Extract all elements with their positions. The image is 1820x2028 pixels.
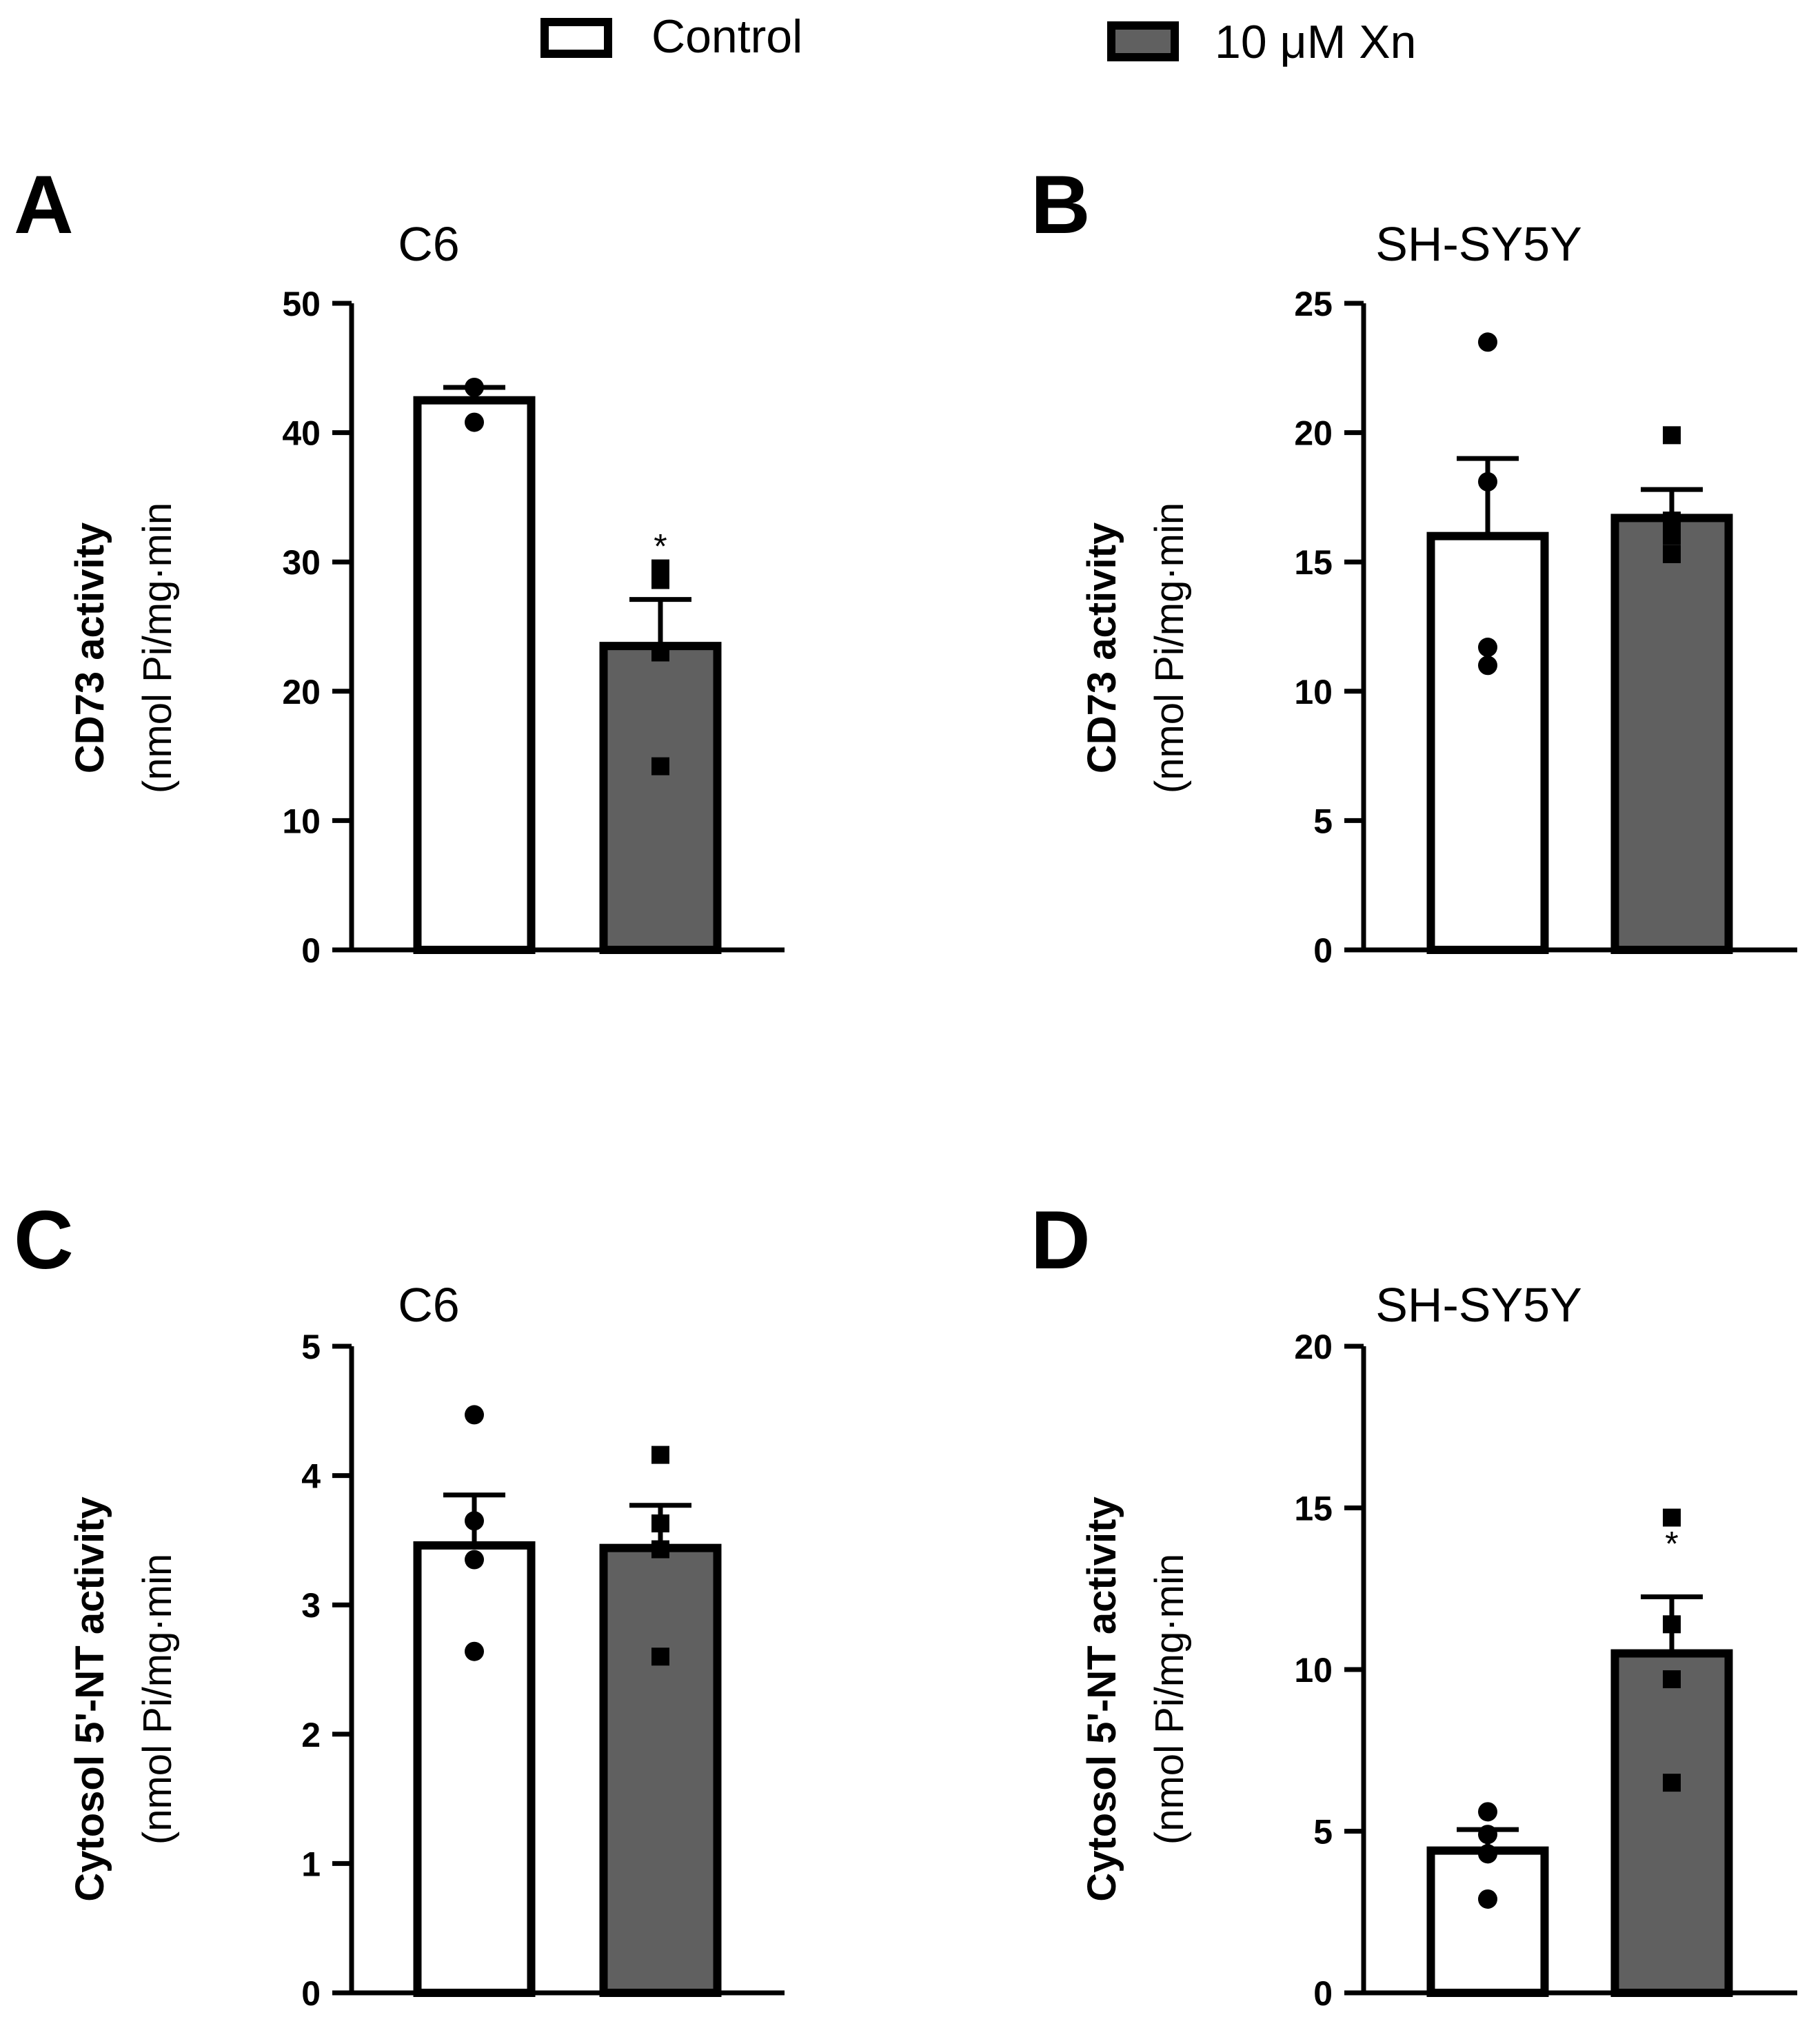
y-tick-label: 10 (282, 802, 321, 840)
bar-xn (1610, 1649, 1733, 1998)
data-point-circle (1478, 638, 1497, 658)
y-tick-label: 5 (301, 1328, 321, 1366)
panel-a: A C6 CD73 activity (nmol Pi/mg·min * 0 10 2… (14, 159, 785, 970)
data-point-circle (465, 1405, 484, 1425)
y-tick-label: 0 (301, 1974, 321, 2013)
data-point-circle (1478, 332, 1497, 352)
plot-area: 0 1 2 3 4 5 (301, 1328, 785, 2013)
plot-area: 0 5 10 15 20 25 (1294, 285, 1797, 970)
y-tick-label: 5 (1313, 1813, 1333, 1852)
y-tick-label: 4 (301, 1457, 321, 1496)
chart-title: SH-SY5Y (1375, 217, 1582, 271)
y-tick-label: 50 (282, 285, 321, 323)
legend-label-control: Control (651, 10, 802, 63)
data-point-circle (1478, 656, 1497, 676)
y-tick-label: 5 (1313, 802, 1333, 840)
panel-letter: B (1031, 159, 1091, 251)
chart-title: C6 (398, 217, 459, 271)
y-tick-label: 15 (1294, 1490, 1333, 1528)
panel-letter: A (14, 159, 74, 251)
chart-title: SH-SY5Y (1375, 1278, 1582, 1332)
y-axis-sublabel: (nmol Pi/mg·min (1147, 1554, 1192, 1845)
y-tick-label: 25 (1294, 285, 1333, 323)
data-point-square (651, 1514, 669, 1533)
data-point-square (651, 1647, 669, 1666)
y-tick-label: 30 (282, 543, 321, 582)
panel-letter: C (14, 1194, 74, 1286)
legend-swatch-control (540, 18, 612, 58)
data-point-square (1663, 511, 1681, 530)
y-tick-label: 3 (301, 1586, 321, 1625)
panel-d: D SH-SY5Y Cytosol 5'-NT activity (nmol P… (1031, 1194, 1797, 2013)
plot-area: * 0 10 20 30 40 50 (282, 285, 785, 970)
y-tick-label: 0 (1313, 931, 1333, 970)
y-axis-sublabel: (nmol Pi/mg·min (135, 1554, 180, 1845)
legend-label-xn: 10 μM Xn (1215, 16, 1416, 68)
bar-control (413, 396, 536, 954)
data-point-square (1663, 1615, 1681, 1634)
chart-title: C6 (398, 1278, 459, 1332)
y-axis-label: CD73 activity (1080, 523, 1124, 773)
data-point-square (651, 757, 669, 775)
y-tick-label: 20 (1294, 414, 1333, 453)
legend: Control 10 μM Xn (540, 10, 1416, 68)
y-axis-label: Cytosol 5'-NT activity (68, 1497, 112, 1901)
bar-xn (599, 642, 722, 954)
panel-letter: D (1031, 1194, 1091, 1286)
y-axis-sublabel: (nmol Pi/mg·min (1147, 503, 1192, 793)
y-tick-label: 10 (1294, 673, 1333, 711)
data-point-square (651, 1446, 669, 1464)
plot-area: * 0 5 10 15 20 (1294, 1328, 1797, 2013)
legend-swatch-xn (1107, 21, 1179, 61)
data-point-square (1663, 1508, 1681, 1527)
panel-b: B SH-SY5Y CD73 activity (nmol Pi/mg·min … (1031, 159, 1797, 970)
data-point-square (651, 643, 669, 662)
y-axis-sublabel: (nmol Pi/mg·min (135, 503, 180, 793)
significance-marker: * (1665, 1524, 1678, 1563)
data-point-square (1663, 545, 1681, 563)
data-point-circle (465, 412, 484, 432)
data-point-square (1663, 527, 1681, 545)
panel-c: C C6 Cytosol 5'-NT activity (nmol Pi/mg·… (14, 1194, 785, 2013)
y-tick-label: 1 (301, 1845, 321, 1883)
data-point-square (1663, 426, 1681, 445)
bar-xn (1610, 514, 1733, 954)
data-point-square (1663, 1774, 1681, 1792)
y-axis-label: CD73 activity (68, 523, 112, 773)
y-axis-label: Cytosol 5'-NT activity (1080, 1497, 1124, 1901)
y-tick-label: 40 (282, 414, 321, 453)
significance-marker: * (654, 527, 667, 566)
bar-xn (599, 1543, 722, 1997)
y-tick-label: 20 (1294, 1328, 1333, 1366)
bar-control (1426, 1846, 1549, 1997)
bar-control (413, 1541, 536, 1998)
data-point-circle (465, 1550, 484, 1570)
data-point-circle (465, 1641, 484, 1661)
data-point-square (651, 571, 669, 589)
data-point-circle (1478, 1825, 1497, 1845)
data-point-square (651, 1540, 669, 1559)
data-point-circle (1478, 1844, 1497, 1864)
bar-control (1426, 531, 1549, 954)
y-tick-label: 2 (301, 1716, 321, 1754)
data-point-square (1663, 1670, 1681, 1689)
y-tick-label: 20 (282, 673, 321, 711)
data-point-circle (465, 1511, 484, 1531)
data-point-circle (465, 377, 484, 397)
data-point-circle (1478, 1889, 1497, 1909)
data-point-circle (1478, 1802, 1497, 1822)
y-tick-label: 15 (1294, 543, 1333, 582)
y-tick-label: 0 (301, 931, 321, 970)
data-point-circle (1478, 471, 1497, 491)
y-tick-label: 10 (1294, 1651, 1333, 1690)
y-tick-label: 0 (1313, 1974, 1333, 2013)
